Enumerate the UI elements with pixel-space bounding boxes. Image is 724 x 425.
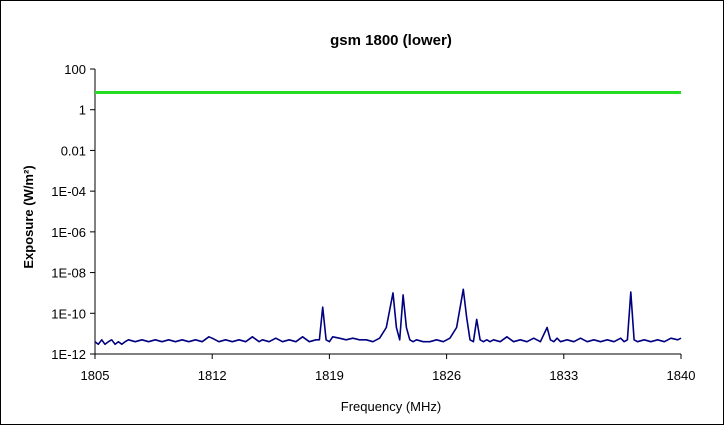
y-tick-label: 1E-04 — [51, 184, 86, 199]
axes: 100 1 0.01 1E-04 1E-06 1E-08 1E-10 1E-12 1805 181… — [51, 62, 695, 383]
y-tick-label: 0.01 — [61, 143, 86, 158]
x-tick-label: 1833 — [549, 368, 578, 383]
y-tick-label: 1E-06 — [51, 225, 86, 240]
x-tick-label: 1819 — [315, 368, 344, 383]
x-tick-label: 1840 — [667, 368, 696, 383]
x-tick-label: 1812 — [198, 368, 227, 383]
y-tick-label: 1E-10 — [51, 306, 86, 321]
series-layer — [94, 91, 682, 346]
y-tick-label: 1E-08 — [51, 266, 86, 281]
exposure-series-line — [94, 288, 682, 346]
y-tick-label: 1 — [79, 103, 86, 118]
y-axis-title: Exposure (W/m²) — [21, 165, 36, 268]
x-tick-label: 1826 — [432, 368, 461, 383]
x-axis-title: Frequency (MHz) — [341, 399, 441, 414]
x-tick-label: 1805 — [81, 368, 110, 383]
y-tick-label: 1E-12 — [51, 347, 86, 362]
y-tick-label: 100 — [64, 62, 86, 77]
chart-title: gsm 1800 (lower) — [330, 32, 452, 49]
